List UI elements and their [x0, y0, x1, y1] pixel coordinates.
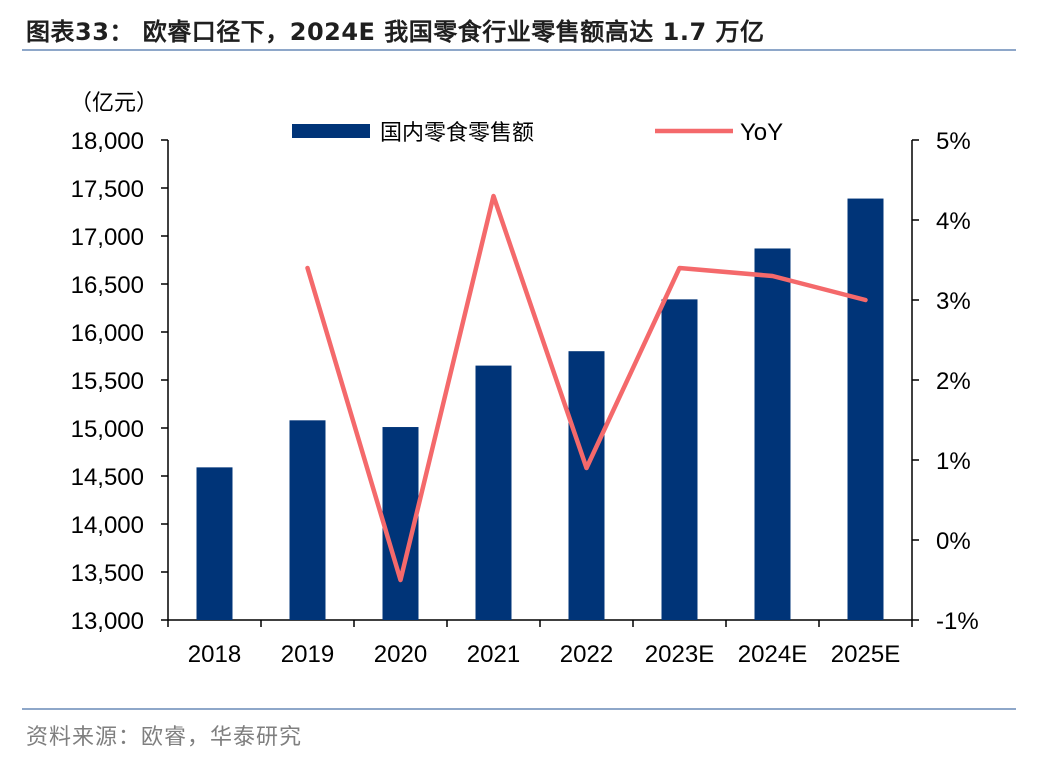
bar [196, 467, 233, 620]
bar-series [196, 198, 884, 621]
x-tick-label: 2020 [374, 641, 427, 668]
left-tick-label: 18,000 [71, 128, 144, 155]
chart-title: 图表33： 欧睿口径下，2024E 我国零食行业零售额高达 1.7 万亿 [26, 18, 765, 46]
bar [847, 198, 884, 620]
left-tick-label: 16,000 [71, 320, 144, 347]
bar [754, 248, 791, 621]
left-tick-label: 17,500 [71, 176, 144, 203]
legend-line-label: YoY [740, 119, 783, 146]
x-tick-label: 2018 [188, 641, 241, 668]
right-tick-label: 1% [936, 448, 971, 475]
left-tick-label: 15,500 [71, 368, 144, 395]
x-tick-label: 2023E [645, 641, 714, 668]
left-tick-label: 15,000 [71, 416, 144, 443]
right-tick-label: 5% [936, 128, 971, 155]
axes: 13,000 13,500 14,000 14,500 15,000 15,500 16,0… [70, 90, 979, 668]
footer-divider [22, 708, 1016, 710]
legend-bar-label: 国内零食零售额 [380, 120, 534, 145]
x-tick-label: 2024E [738, 641, 807, 668]
left-tick-label: 14,000 [71, 512, 144, 539]
left-tick-label: 13,000 [71, 608, 144, 635]
left-tick-label: 17,000 [71, 224, 144, 251]
left-tick-label: 16,500 [71, 272, 144, 299]
left-axis-unit: （亿元） [70, 90, 158, 115]
title-divider [22, 49, 1016, 51]
bar [475, 365, 512, 620]
bar [661, 299, 698, 620]
right-tick-label: -1% [936, 608, 979, 635]
x-tick-label: 2021 [467, 641, 520, 668]
source-note: 资料来源：欧睿，华泰研究 [26, 725, 303, 750]
right-tick-label: 3% [936, 288, 971, 315]
x-tick-label: 2022 [560, 641, 613, 668]
legend: 国内零食零售额 YoY [292, 119, 783, 146]
legend-bar-swatch [292, 124, 370, 138]
line-series [305, 193, 868, 583]
left-tick-label: 13,500 [71, 560, 144, 587]
x-tick-label: 2019 [281, 641, 334, 668]
right-tick-label: 0% [936, 528, 971, 555]
x-tick-label: 2025E [831, 641, 900, 668]
bar [568, 351, 605, 620]
left-tick-label: 14,500 [71, 464, 144, 491]
bar [289, 420, 326, 620]
right-tick-label: 4% [936, 208, 971, 235]
right-tick-label: 2% [936, 368, 971, 395]
